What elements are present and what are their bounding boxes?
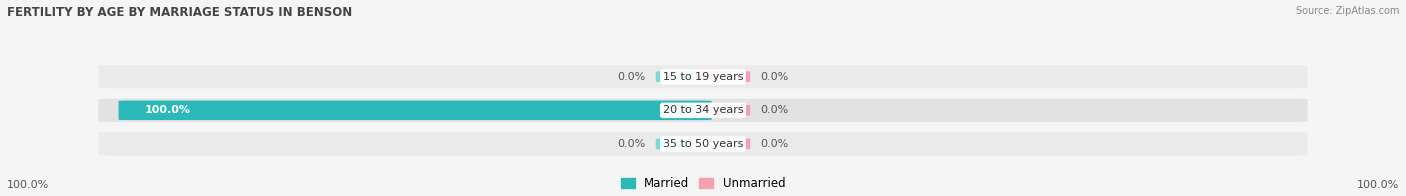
Text: 0.0%: 0.0% bbox=[761, 105, 789, 115]
Text: 20 to 34 years: 20 to 34 years bbox=[662, 105, 744, 115]
Text: 35 to 50 years: 35 to 50 years bbox=[662, 139, 744, 149]
FancyBboxPatch shape bbox=[98, 99, 1308, 122]
FancyBboxPatch shape bbox=[655, 138, 710, 149]
FancyBboxPatch shape bbox=[118, 101, 711, 120]
FancyBboxPatch shape bbox=[696, 105, 751, 116]
FancyBboxPatch shape bbox=[98, 65, 1308, 88]
Text: FERTILITY BY AGE BY MARRIAGE STATUS IN BENSON: FERTILITY BY AGE BY MARRIAGE STATUS IN B… bbox=[7, 6, 353, 19]
Text: 15 to 19 years: 15 to 19 years bbox=[662, 72, 744, 82]
FancyBboxPatch shape bbox=[655, 71, 710, 82]
Text: 0.0%: 0.0% bbox=[761, 72, 789, 82]
FancyBboxPatch shape bbox=[696, 138, 751, 149]
Text: 100.0%: 100.0% bbox=[145, 105, 190, 115]
Legend: Married, Unmarried: Married, Unmarried bbox=[620, 177, 786, 190]
Text: 0.0%: 0.0% bbox=[617, 139, 645, 149]
Text: 100.0%: 100.0% bbox=[1357, 180, 1399, 190]
FancyBboxPatch shape bbox=[98, 132, 1308, 155]
FancyBboxPatch shape bbox=[696, 71, 751, 82]
Text: Source: ZipAtlas.com: Source: ZipAtlas.com bbox=[1295, 6, 1399, 16]
Text: 0.0%: 0.0% bbox=[617, 72, 645, 82]
Text: 100.0%: 100.0% bbox=[7, 180, 49, 190]
Text: 0.0%: 0.0% bbox=[761, 139, 789, 149]
